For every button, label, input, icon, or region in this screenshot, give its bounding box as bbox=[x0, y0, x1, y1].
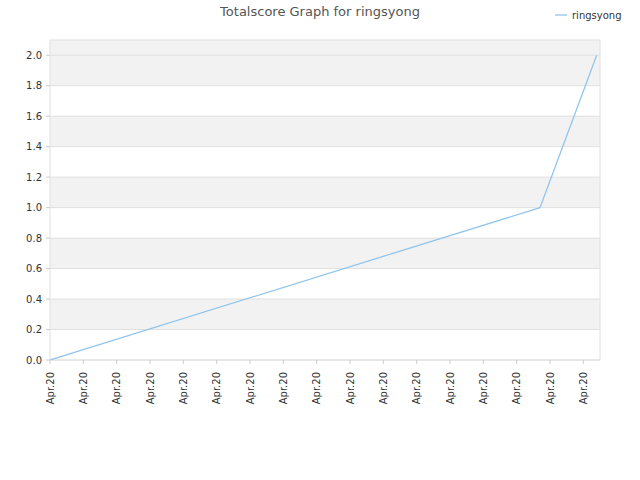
x-tick-label: Apr.20 bbox=[378, 372, 389, 404]
y-tick-label: 1.8 bbox=[26, 80, 42, 91]
x-tick bbox=[416, 360, 417, 364]
x-tick bbox=[250, 360, 251, 364]
x-tick bbox=[50, 360, 51, 364]
grid-band bbox=[50, 238, 600, 268]
x-tick bbox=[83, 360, 84, 364]
grid-line bbox=[50, 55, 600, 56]
x-tick-label: Apr.20 bbox=[311, 372, 322, 404]
x-tick bbox=[216, 360, 217, 364]
y-tick bbox=[46, 55, 50, 56]
x-tick bbox=[150, 360, 151, 364]
x-tick bbox=[116, 360, 117, 364]
title: Totalscore Graph for ringsyong bbox=[219, 4, 420, 19]
y-tick-label: 0.4 bbox=[26, 294, 42, 305]
y-tick-label: 1.2 bbox=[26, 172, 42, 183]
grid-line bbox=[50, 329, 600, 330]
grid-line bbox=[50, 268, 600, 269]
x-tick bbox=[516, 360, 517, 364]
legend-swatch bbox=[555, 14, 567, 15]
x-tick-label: Apr.20 bbox=[111, 372, 122, 404]
x-tick bbox=[283, 360, 284, 364]
x-tick-label: Apr.20 bbox=[345, 372, 356, 404]
x-tick-label: Apr.20 bbox=[578, 372, 589, 404]
x-tick-label: Apr.20 bbox=[245, 372, 256, 404]
y-tick bbox=[46, 268, 50, 269]
plot-area bbox=[50, 55, 597, 360]
x-tick bbox=[350, 360, 351, 364]
x-tick-label: Apr.20 bbox=[278, 372, 289, 404]
grid-line bbox=[50, 116, 600, 117]
plot-frame bbox=[50, 40, 600, 360]
x-tick-label: Apr.20 bbox=[178, 372, 189, 404]
y-tick-label: 1.6 bbox=[26, 111, 42, 122]
y-tick bbox=[46, 85, 50, 86]
grid-line bbox=[50, 85, 600, 86]
y-tick bbox=[46, 177, 50, 178]
grid-line bbox=[50, 238, 600, 239]
x-tick bbox=[483, 360, 484, 364]
x-tick-label: Apr.20 bbox=[78, 372, 89, 404]
series-line bbox=[50, 55, 597, 360]
y-tick bbox=[46, 299, 50, 300]
x-tick-label: Apr.20 bbox=[478, 372, 489, 404]
grid-band bbox=[50, 116, 600, 146]
x-tick-label: Apr.20 bbox=[411, 372, 422, 404]
x-tick-label: Apr.20 bbox=[45, 372, 56, 404]
grid-line bbox=[50, 299, 600, 300]
legend-label: ringsyong bbox=[572, 10, 622, 21]
grid-band bbox=[50, 299, 600, 329]
y-tick-label: 1.4 bbox=[26, 141, 42, 152]
grid-line bbox=[50, 360, 600, 361]
y-tick bbox=[46, 146, 50, 147]
x-tick-label: Apr.20 bbox=[511, 372, 522, 404]
grid-band bbox=[50, 177, 600, 207]
y-tick bbox=[46, 238, 50, 239]
x-tick bbox=[450, 360, 451, 364]
grid-line bbox=[50, 207, 600, 208]
y-tick bbox=[46, 360, 50, 361]
y-tick bbox=[46, 207, 50, 208]
y-tick-label: 1.0 bbox=[26, 202, 42, 213]
y-tick-label: 2.0 bbox=[26, 50, 42, 61]
x-tick bbox=[583, 360, 584, 364]
y-tick-label: 0.2 bbox=[26, 324, 42, 335]
grid-line bbox=[50, 177, 600, 178]
x-tick bbox=[316, 360, 317, 364]
grid-band bbox=[50, 40, 600, 55]
x-tick bbox=[383, 360, 384, 364]
x-tick-label: Apr.20 bbox=[545, 372, 556, 404]
y-tick bbox=[46, 329, 50, 330]
x-tick-label: Apr.20 bbox=[211, 372, 222, 404]
grid-band bbox=[50, 55, 600, 85]
x-tick-label: Apr.20 bbox=[145, 372, 156, 404]
y-tick bbox=[46, 116, 50, 117]
y-tick-label: 0.0 bbox=[26, 355, 42, 366]
y-tick-label: 0.6 bbox=[26, 263, 42, 274]
x-tick bbox=[550, 360, 551, 364]
grid-line bbox=[50, 146, 600, 147]
y-tick-label: 0.8 bbox=[26, 233, 42, 244]
x-tick-label: Apr.20 bbox=[445, 372, 456, 404]
x-tick bbox=[183, 360, 184, 364]
chart: Totalscore Graph for ringsyong 0.0 0.2 0.4 0… bbox=[0, 0, 640, 480]
